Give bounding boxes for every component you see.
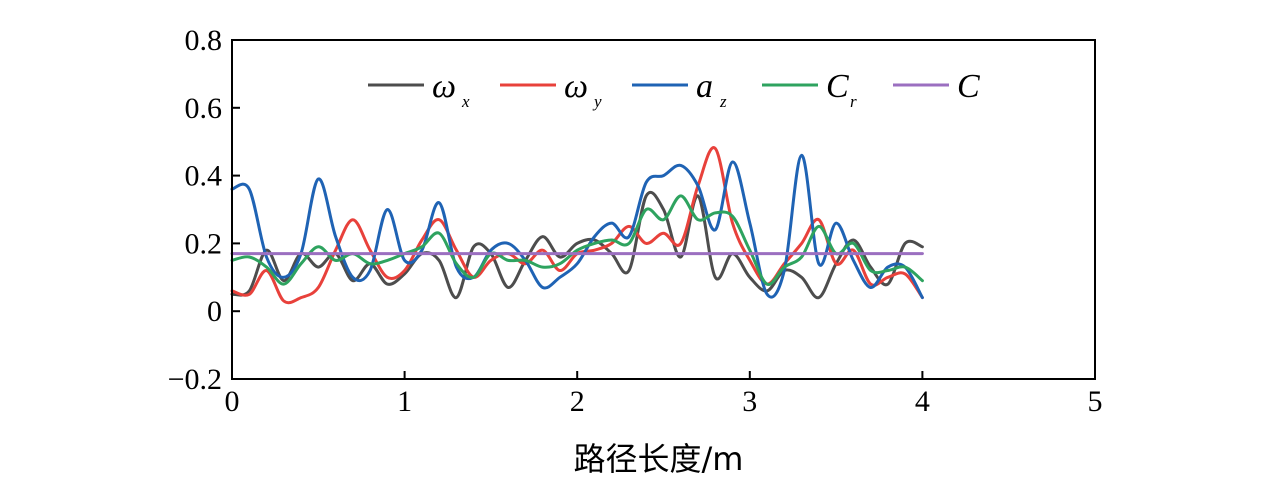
legend-label-subscript: r: [850, 92, 857, 111]
x-tick-label: 0: [225, 385, 240, 418]
plot-area-frame: [231, 39, 1096, 380]
x-tick-label: 5: [1088, 385, 1103, 418]
y-tick-label: 0.6: [185, 92, 223, 125]
legend-label: C: [826, 68, 849, 105]
y-tick-label: 0: [207, 295, 222, 328]
legend-label: ω: [432, 68, 456, 105]
legend-label-subscript: z: [719, 92, 727, 111]
y-tick-label: 0.2: [185, 227, 223, 260]
series-layer: [230, 146, 924, 305]
axis-ticks: 0 1 2 3 4 5−0.200.20.40.60.8: [168, 24, 1103, 418]
y-tick-label: 0.8: [185, 24, 223, 57]
legend-label: C: [957, 68, 980, 105]
x-tick-label: 1: [397, 385, 412, 418]
series-line-x-0: [230, 190, 924, 300]
x-tick-label: 2: [570, 385, 585, 418]
x-tick-label: 4: [915, 385, 930, 418]
x-tick-label: 3: [742, 385, 757, 418]
legend-label: a: [696, 68, 713, 105]
series-line-az-2: [230, 153, 924, 300]
x-axis-label: 路径长度/m: [574, 440, 744, 478]
y-tick-label: −0.2: [168, 363, 222, 396]
y-tick-label: 0.4: [185, 160, 223, 193]
legend-label-subscript: y: [592, 92, 602, 111]
legend-label: ω: [564, 68, 588, 105]
legend-label-subscript: x: [461, 92, 470, 111]
